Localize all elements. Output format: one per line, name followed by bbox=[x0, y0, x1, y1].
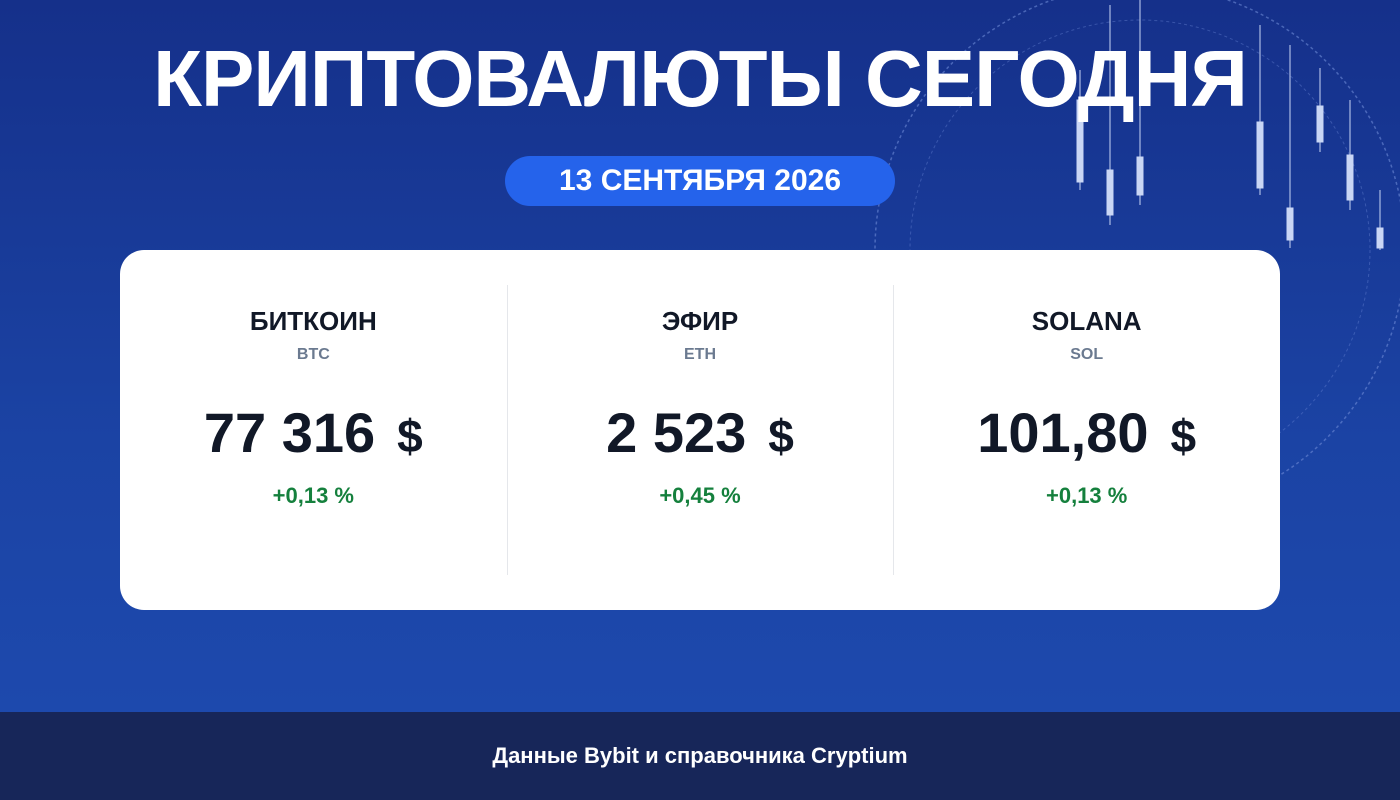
coin-change: +0,13 % bbox=[1046, 483, 1128, 508]
currency: $ bbox=[768, 410, 794, 462]
coin-name: БИТКОИН bbox=[249, 306, 377, 336]
coin-change: +0,13 % bbox=[272, 483, 354, 508]
coin-column: ЭФИР ETH 2 523 $ +0,45 % bbox=[506, 250, 894, 610]
coin-change: +0,45 % bbox=[659, 483, 741, 508]
coin-name: SOLANA bbox=[1031, 306, 1142, 336]
footer: Данные Bybit и справочника Cryptium bbox=[0, 712, 1400, 800]
coin-ticker: ETH bbox=[684, 346, 716, 363]
currency: $ bbox=[397, 410, 423, 462]
coin-name: ЭФИР bbox=[661, 306, 739, 336]
prices-card: БИТКОИН BTC 77 316 $ +0,13 % ЭФИР ETH 2 5… bbox=[120, 250, 1280, 610]
coin-price-row: 101,80 $ bbox=[893, 400, 1280, 465]
title: КРИПТОВАЛЮТЫ СЕГОДНЯ bbox=[153, 34, 1248, 123]
date-badge: 13 СЕНТЯБРЯ 2026 bbox=[505, 156, 895, 206]
currency: $ bbox=[1170, 410, 1197, 462]
coin-column: SOLANA SOL 101,80 $ +0,13 % bbox=[893, 250, 1280, 610]
coin-price: 101,80 bbox=[977, 401, 1149, 464]
coin-ticker: SOL bbox=[1070, 346, 1104, 363]
coin-ticker: BTC bbox=[296, 346, 330, 363]
coin-price: 77 316 bbox=[203, 401, 376, 464]
coin-column: БИТКОИН BTC 77 316 $ +0,13 % bbox=[120, 250, 507, 610]
coin-price-row: 77 316 $ bbox=[120, 400, 507, 465]
coin-price-row: 2 523 $ bbox=[507, 400, 894, 465]
candles bbox=[1076, 0, 1384, 250]
coin-price: 2 523 bbox=[606, 401, 747, 464]
